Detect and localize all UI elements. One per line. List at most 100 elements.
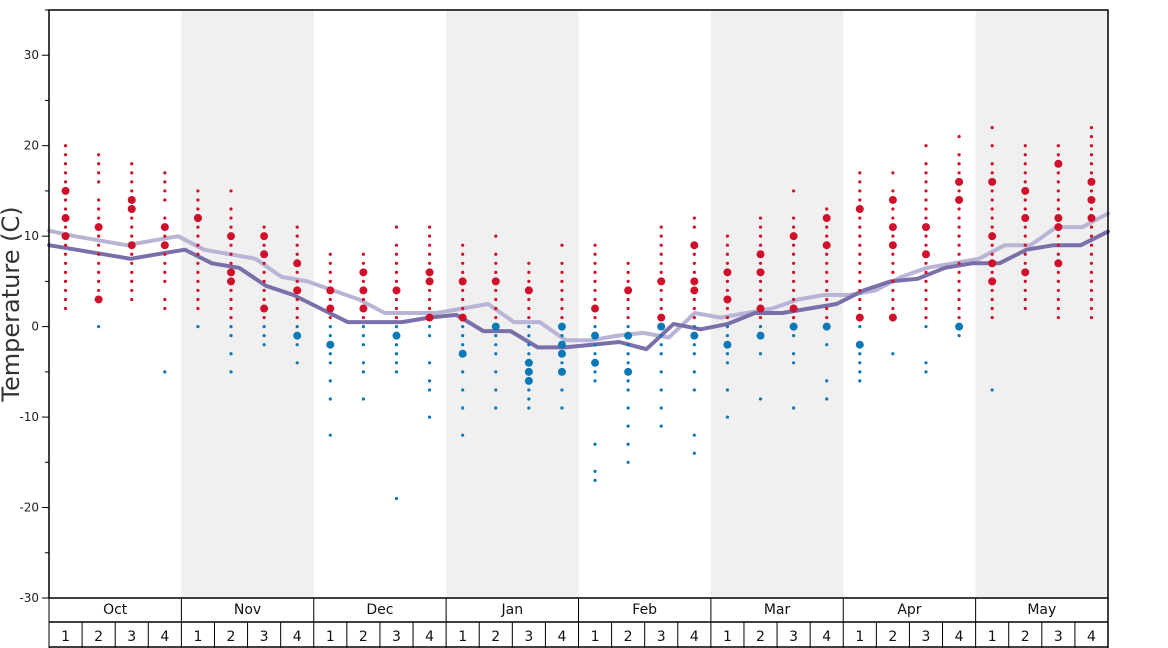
week-label: 1: [591, 629, 600, 645]
shade-jan: [446, 10, 579, 598]
temp-dot: [295, 325, 299, 329]
temp-dot: [494, 306, 498, 311]
temp-dot: [626, 306, 630, 311]
week-label: 4: [822, 629, 831, 645]
temp-dot: [97, 216, 101, 220]
temp-dot: [427, 361, 432, 365]
temp-dot: [692, 252, 696, 256]
trend-line-lower: [47, 229, 1110, 352]
temp-dot: [858, 189, 862, 193]
temp-dot: [990, 252, 994, 256]
temp-dot: [792, 406, 796, 410]
temp-dot: [295, 361, 299, 365]
temp-dot: [461, 261, 465, 265]
temp-dot: [825, 379, 829, 383]
temp-dot-frequent: [425, 277, 434, 286]
temp-dot: [97, 325, 101, 329]
temp-dot: [924, 207, 928, 211]
temp-dot: [758, 234, 763, 238]
temp-dot: [1023, 288, 1027, 293]
week-label: 3: [1054, 629, 1063, 645]
temp-dot: [692, 306, 696, 311]
temp-dot-frequent: [988, 232, 997, 241]
temp-dot-frequent: [392, 331, 401, 340]
temp-dot-frequent: [458, 349, 467, 358]
y-tick-label: 0: [31, 320, 39, 334]
temp-dot-frequent: [260, 232, 269, 241]
temp-dot: [924, 198, 928, 202]
temp-dot: [1056, 270, 1060, 274]
temp-dot: [63, 171, 68, 175]
temp-dot-frequent: [591, 304, 600, 313]
temp-dot: [163, 270, 167, 274]
temp-dot: [659, 270, 663, 274]
temp-dot: [394, 361, 399, 365]
temp-dot: [957, 225, 961, 229]
temp-dot: [891, 234, 895, 238]
temp-dot-frequent: [491, 322, 500, 331]
temp-dot: [196, 288, 200, 293]
temp-dot: [527, 261, 531, 265]
temp-dot: [924, 325, 928, 329]
temp-dot: [1023, 207, 1027, 211]
temp-dot: [130, 270, 134, 274]
temp-dot: [560, 288, 564, 293]
temp-dot: [891, 279, 895, 283]
temp-dot: [659, 352, 663, 356]
temp-dot-frequent: [888, 241, 897, 250]
temp-dot: [163, 171, 167, 175]
temp-dot: [924, 306, 928, 311]
week-label: 3: [789, 629, 798, 645]
temp-dot: [659, 406, 663, 410]
temp-dot: [130, 189, 134, 193]
temp-dot: [328, 352, 332, 356]
temp-dot: [858, 379, 862, 383]
temp-dot-frequent: [524, 286, 533, 295]
temp-dot: [858, 252, 862, 256]
temp-dot: [792, 315, 796, 320]
temp-dot: [725, 352, 730, 356]
temp-dot: [130, 252, 134, 256]
temp-dot: [825, 315, 829, 320]
temp-dot: [262, 343, 266, 347]
temp-dot-frequent: [425, 313, 434, 322]
temp-dot-frequent: [1054, 259, 1063, 268]
temp-dot: [825, 270, 829, 274]
temp-dot: [858, 279, 862, 283]
week-label: 1: [458, 629, 467, 645]
temp-dot-frequent: [491, 277, 500, 286]
temp-dot: [560, 406, 564, 410]
temp-dot: [229, 325, 233, 329]
temp-dot: [427, 252, 432, 256]
temp-dot-frequent: [61, 186, 70, 195]
temp-dot: [792, 243, 796, 247]
temp-dot: [758, 297, 763, 302]
temp-dot: [924, 370, 928, 374]
temp-dot: [295, 297, 299, 302]
temp-dot: [461, 406, 465, 410]
temp-dot: [792, 288, 796, 293]
temp-dot: [957, 270, 961, 274]
temp-dot: [957, 315, 961, 320]
month-label-mar: Mar: [764, 602, 791, 618]
temp-dot: [990, 297, 994, 302]
temp-dot: [659, 261, 663, 265]
temp-dot: [1089, 207, 1094, 211]
temp-dot-frequent: [524, 358, 533, 367]
temp-dot: [560, 315, 564, 320]
week-label: 3: [524, 629, 533, 645]
temp-dot: [361, 361, 365, 365]
temp-dot: [1023, 225, 1027, 229]
temp-dot: [924, 180, 928, 184]
temp-dot: [858, 306, 862, 311]
temp-dot: [361, 261, 365, 265]
temp-dot-frequent: [756, 250, 765, 259]
temp-dot-frequent: [624, 367, 633, 376]
temp-dot-frequent: [425, 268, 434, 277]
temp-dot: [328, 297, 332, 302]
temp-dot: [1056, 198, 1060, 202]
temp-dot-frequent: [723, 268, 732, 277]
temp-dot-frequent: [1054, 223, 1063, 232]
temp-dot: [792, 225, 796, 229]
temp-dot-frequent: [657, 277, 666, 286]
